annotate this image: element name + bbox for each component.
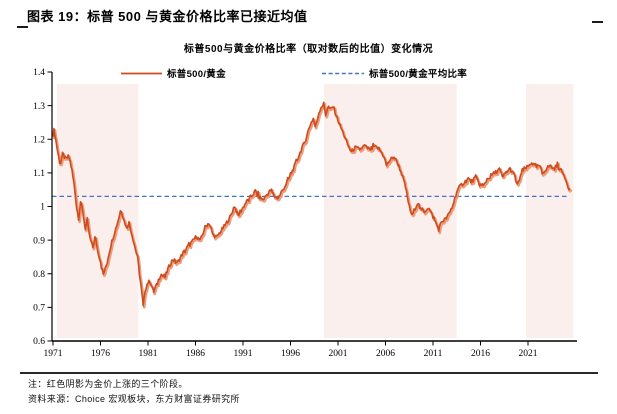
gold-rise-band — [56, 84, 139, 338]
right-border-mark — [592, 21, 603, 23]
y-axis-label: 0.8 — [33, 270, 45, 280]
legend: 标普500/黄金 标普500/黄金平均比率 — [121, 68, 467, 80]
y-axis-label: 1.3 — [33, 102, 45, 112]
x-axis-label: 2016 — [471, 349, 490, 359]
left-border-mark — [17, 26, 28, 28]
x-axis-label: 1986 — [186, 349, 205, 359]
x-axis-label: 1981 — [139, 349, 158, 359]
chart-title: 标普500与黄金价格比率（取对数后的比值）变化情况 — [183, 44, 434, 55]
legend-label-ratio: 标普500/黄金 — [166, 68, 226, 80]
x-axis-label: 2006 — [376, 349, 395, 359]
y-axis-label: 1.2 — [33, 135, 45, 145]
notes-divider-line — [20, 372, 598, 374]
gold-rise-band — [323, 84, 457, 338]
chart-source: 资料来源：Choice 宏观板块，东方财富证券研究所 — [28, 394, 240, 404]
x-axis-label: 1991 — [234, 349, 253, 359]
gold-rise-shaded-bands — [56, 84, 574, 338]
gold-rise-band — [526, 84, 574, 338]
y-axis-label: 1 — [40, 203, 45, 213]
x-axis-label: 2011 — [424, 349, 443, 359]
y-axis-label: 0.7 — [33, 304, 45, 314]
x-axis-label: 1996 — [281, 349, 300, 359]
chart-note: 注：红色阴影为金价上涨的三个阶段。 — [28, 379, 188, 389]
y-axis-label: 0.6 — [33, 337, 45, 347]
ratio-line — [52, 101, 571, 307]
x-axis-label: 1971 — [44, 349, 63, 359]
ratio-chart: 1.41.31.21.110.90.80.70.6 1971 1976 1981 19… — [33, 68, 577, 359]
legend-label-average: 标普500/黄金平均比率 — [368, 68, 467, 80]
y-axis-label: 1.1 — [33, 169, 45, 179]
x-axis-label: 1976 — [91, 349, 110, 359]
x-axis-ticks: 1971 1976 1981 1986 1991 1996 2001 2006 2011 2016… — [44, 341, 538, 359]
y-axis-ticks: 1.4 1.3 1.2 1.1 1 0.9 0.8 0.7 0.6 — [33, 68, 52, 347]
x-axis-label: 2001 — [329, 349, 348, 359]
x-axis-label: 2021 — [519, 349, 538, 359]
figure-title: 图表 19：标普 500 与黄金价格比率已接近均值 — [27, 9, 308, 24]
y-axis-label: 0.9 — [33, 236, 45, 246]
ratio-line-echo — [52, 102, 573, 309]
y-axis-label: 1.4 — [33, 68, 45, 78]
